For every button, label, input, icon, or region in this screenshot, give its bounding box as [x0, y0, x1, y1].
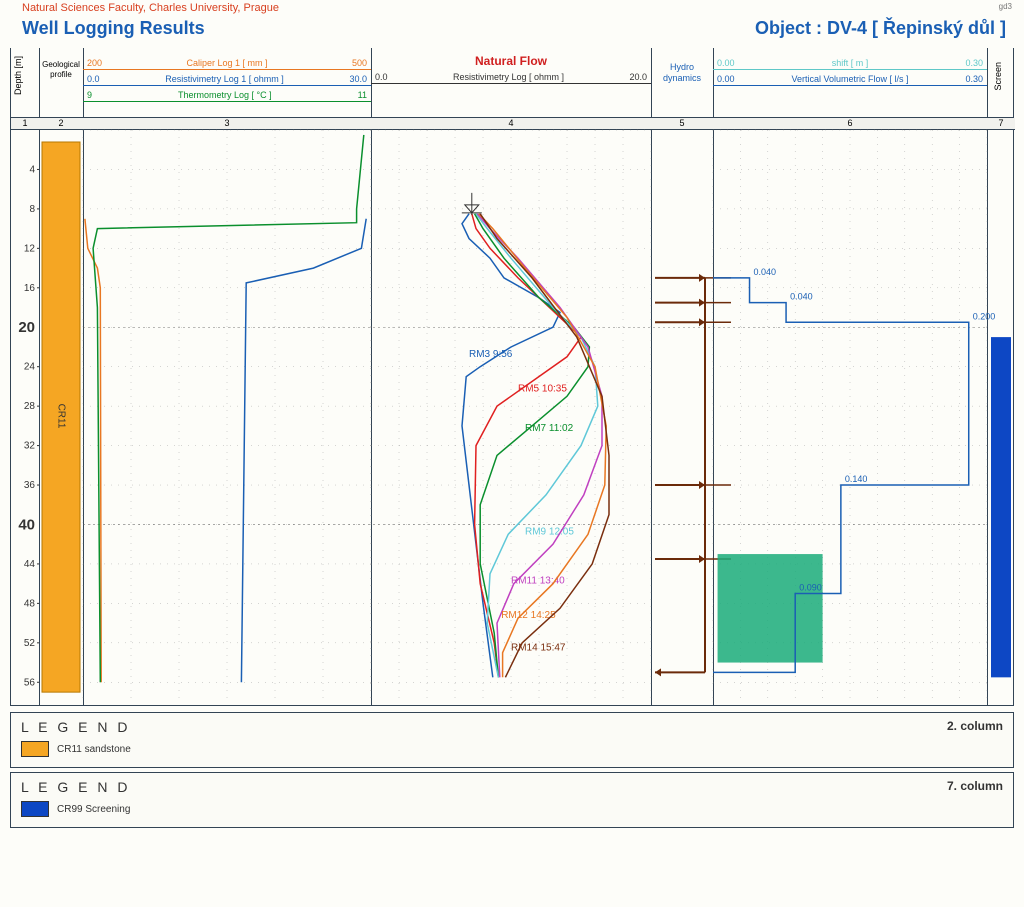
- track-area: 123456748121624283236444852562040CR11RM3…: [10, 118, 1014, 706]
- svg-text:RM5 10:35: RM5 10:35: [518, 383, 567, 394]
- svg-text:RM9 12:05: RM9 12:05: [525, 526, 574, 537]
- svg-text:0.040: 0.040: [790, 292, 813, 302]
- legend-col7: L E G E N D7. columnCR99 Screening: [10, 772, 1014, 828]
- svg-text:0.090: 0.090: [799, 583, 822, 593]
- svg-text:40: 40: [18, 516, 35, 533]
- svg-text:36: 36: [24, 480, 36, 491]
- scales-header: Depth [m]Geologicalprofile200Caliper Log…: [10, 48, 1014, 118]
- svg-text:RM7 11:02: RM7 11:02: [525, 423, 574, 434]
- svg-text:CR11: CR11: [56, 404, 67, 429]
- header-subtitle: Natural Sciences Faculty, Charles Univer…: [22, 2, 279, 14]
- svg-text:52: 52: [24, 638, 36, 649]
- svg-text:0.200: 0.200: [973, 311, 996, 321]
- svg-text:24: 24: [24, 362, 36, 373]
- svg-text:44: 44: [24, 559, 36, 570]
- gd3-mark: gd3: [999, 2, 1012, 11]
- svg-text:RM14 15:47: RM14 15:47: [511, 643, 566, 654]
- svg-text:4: 4: [29, 164, 35, 175]
- svg-text:20: 20: [18, 319, 35, 336]
- svg-text:0.140: 0.140: [845, 474, 868, 484]
- svg-text:12: 12: [24, 243, 36, 254]
- page-title-left: Well Logging Results: [22, 18, 205, 39]
- svg-text:32: 32: [24, 441, 36, 452]
- svg-text:RM3 9:56: RM3 9:56: [469, 349, 513, 360]
- svg-text:48: 48: [24, 598, 36, 609]
- svg-text:28: 28: [24, 401, 36, 412]
- svg-text:16: 16: [24, 283, 36, 294]
- legend-col2: L E G E N D2. columnCR11 sandstone: [10, 712, 1014, 768]
- svg-text:0.040: 0.040: [754, 267, 777, 277]
- svg-text:8: 8: [29, 204, 35, 215]
- svg-text:56: 56: [24, 677, 36, 688]
- page-title-right: Object : DV-4 [ Řepinský důl ]: [755, 18, 1006, 39]
